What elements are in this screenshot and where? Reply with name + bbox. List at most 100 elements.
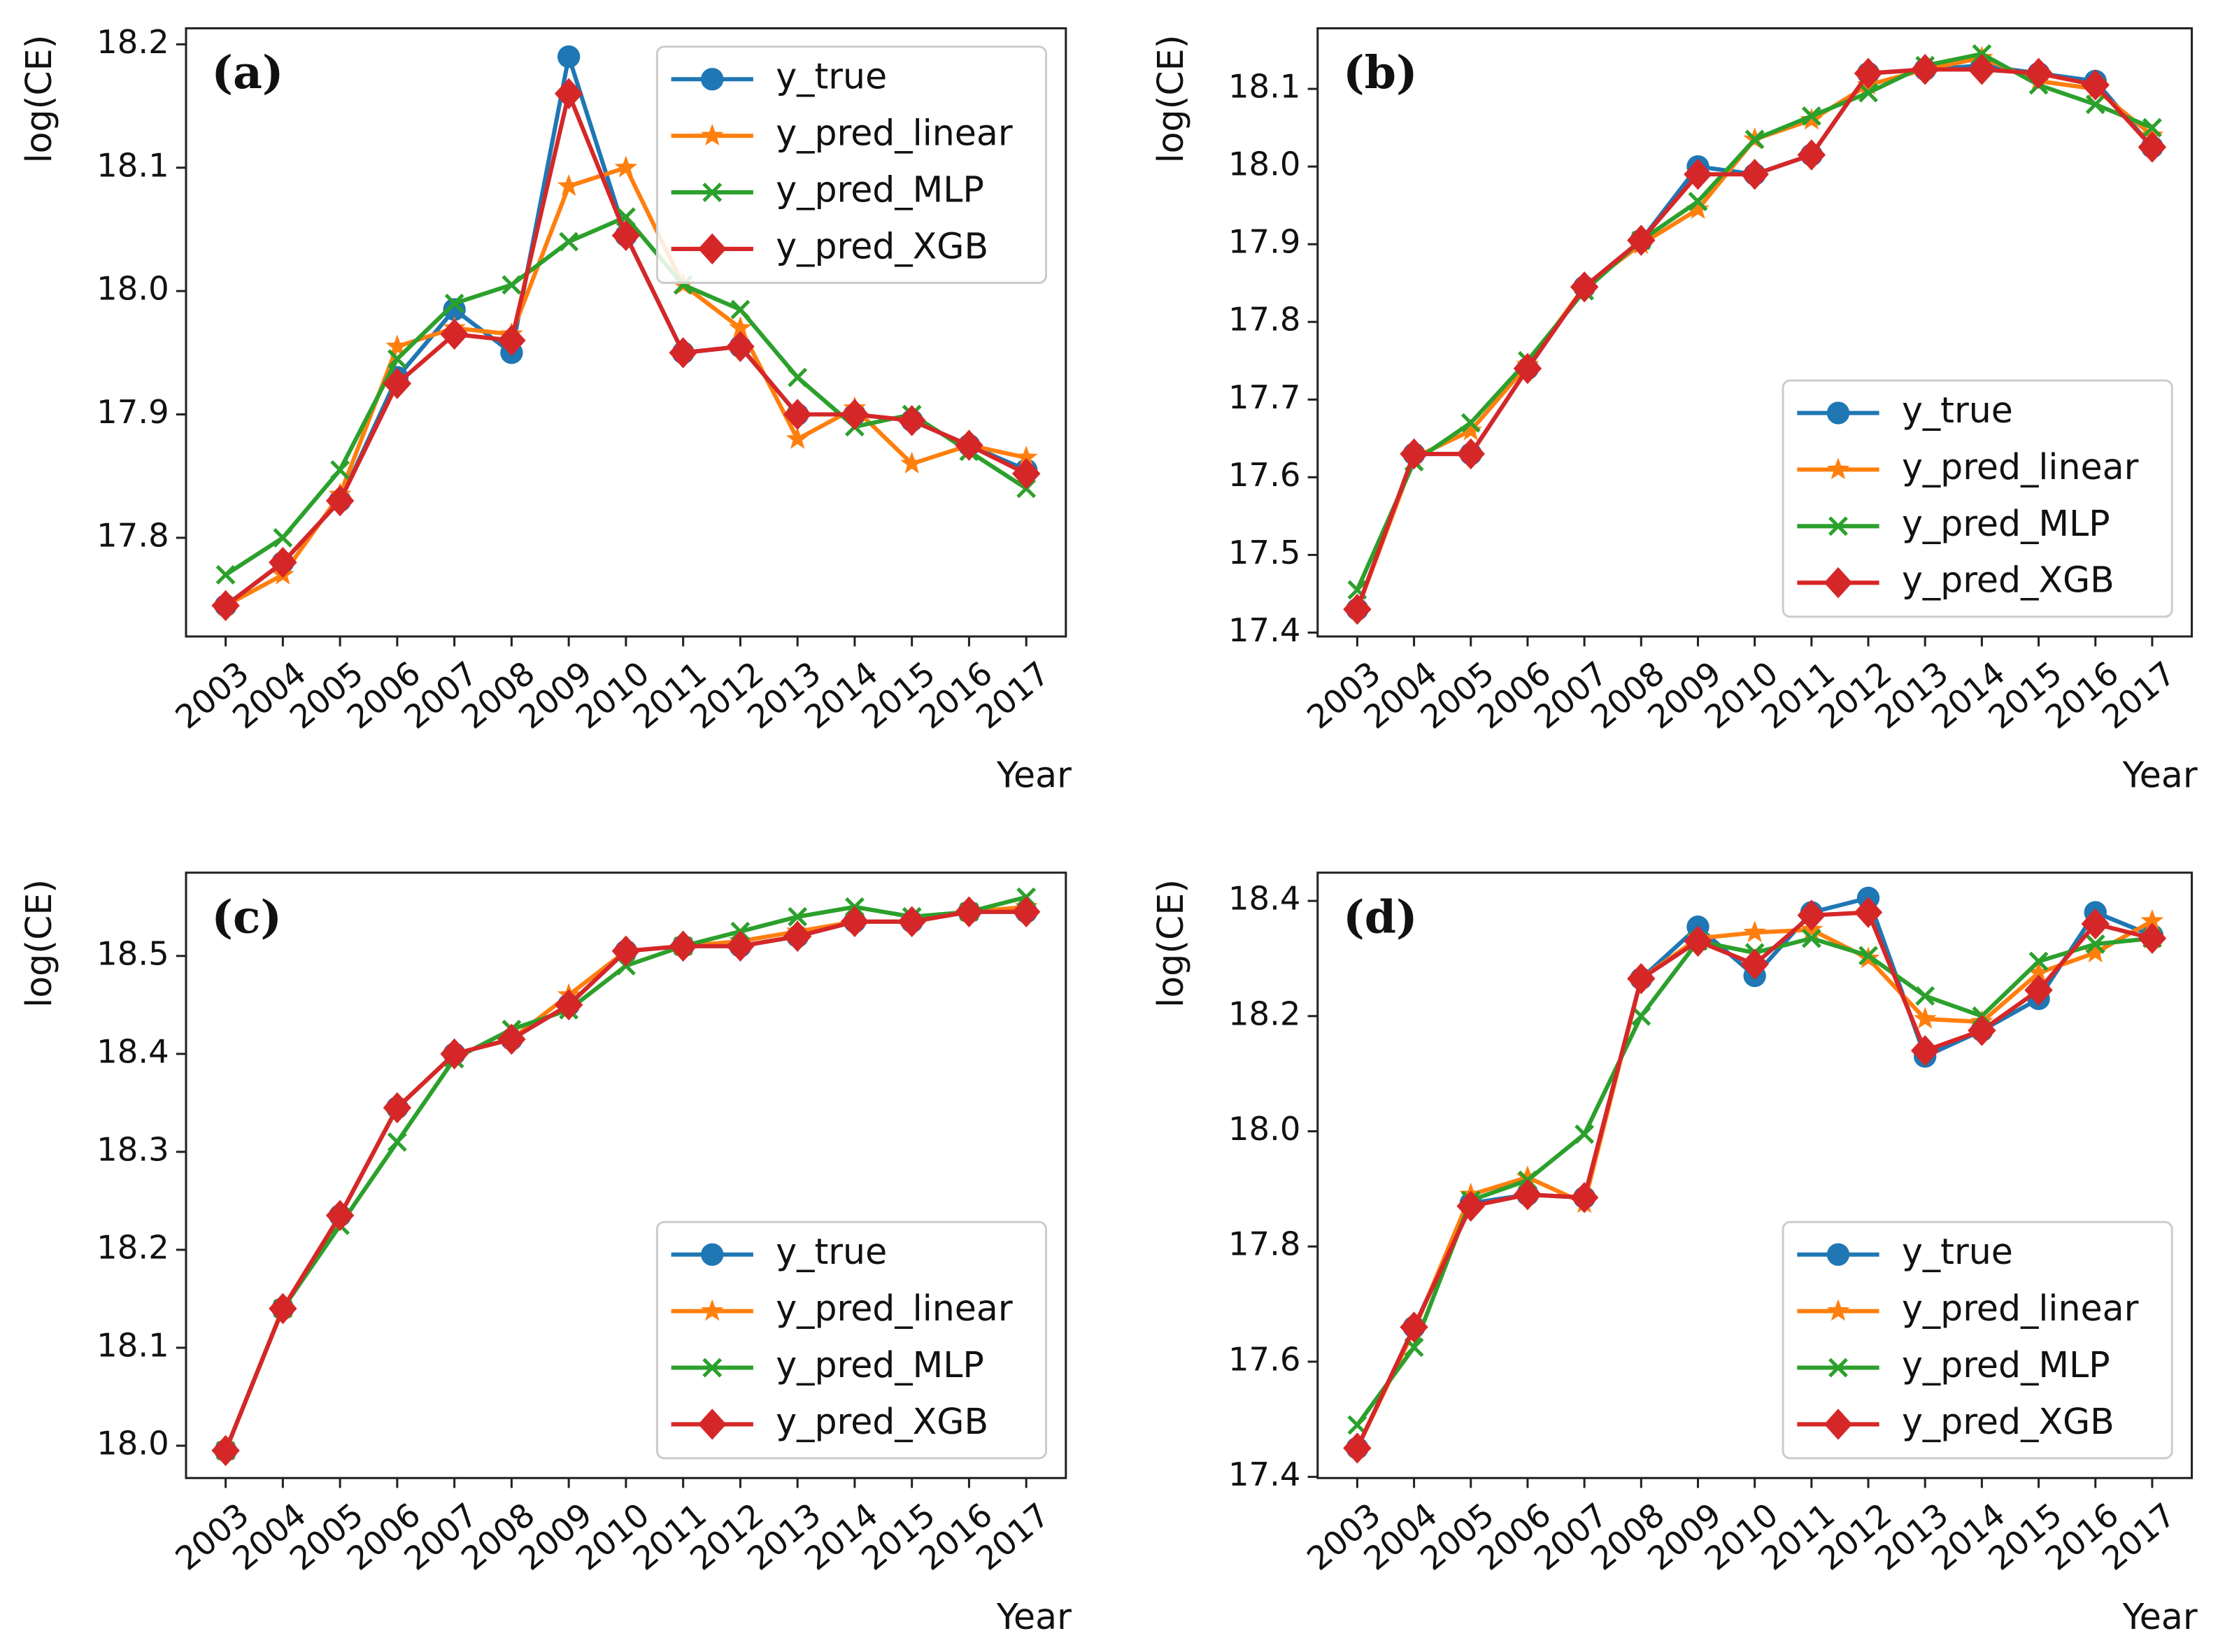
panel: 17.417.617.818.018.218.42003200420052006…	[1150, 871, 2198, 1637]
marker	[1828, 516, 1848, 536]
panel-label: (b)	[1343, 46, 1417, 99]
marker	[1570, 1181, 1599, 1213]
marker	[1858, 83, 1878, 103]
marker	[1826, 1299, 1850, 1321]
marker	[1684, 158, 1712, 190]
marker	[1513, 1179, 1542, 1211]
y-tick-label: 17.8	[1228, 301, 1301, 339]
marker	[559, 232, 579, 252]
marker	[2140, 909, 2164, 931]
x-axis-label: Year	[996, 755, 1072, 796]
marker	[1011, 896, 1041, 928]
x-axis-label: Year	[996, 1596, 1072, 1637]
marker	[2085, 94, 2105, 115]
marker	[783, 920, 812, 953]
y-tick-label: 18.3	[97, 1130, 169, 1168]
legend-label: y_pred_MLP	[776, 169, 984, 211]
y-tick-label: 17.6	[1228, 1340, 1301, 1378]
legend-label: y_pred_XGB	[1902, 560, 2114, 601]
legend-label: y_pred_linear	[776, 1288, 1013, 1329]
marker	[701, 1243, 724, 1266]
panel: 17.817.918.018.118.220032004200520062007…	[18, 23, 1072, 796]
marker	[1686, 197, 1709, 220]
marker	[730, 299, 751, 320]
marker	[1688, 192, 1708, 212]
marker	[215, 564, 236, 585]
legend-label: y_pred_linear	[1902, 446, 2139, 487]
marker	[2024, 974, 2053, 1006]
legend-label: y_pred_XGB	[1902, 1401, 2114, 1442]
marker	[1456, 438, 1485, 470]
marker	[702, 183, 723, 202]
x-axis-label: Year	[2122, 1596, 2198, 1637]
marker	[611, 935, 641, 967]
marker	[554, 78, 583, 110]
marker	[387, 349, 407, 369]
marker	[1824, 1409, 1853, 1440]
marker	[1797, 899, 1826, 931]
y-axis-label: log(CE)	[18, 35, 59, 164]
legend-label: y_pred_linear	[1902, 1288, 2139, 1329]
marker	[383, 1092, 412, 1124]
marker	[2142, 118, 2162, 138]
y-tick-label: 18.4	[1228, 880, 1301, 918]
marker	[444, 293, 464, 313]
marker	[897, 906, 926, 938]
marker	[1968, 54, 1996, 85]
marker	[701, 68, 724, 91]
y-tick-label: 17.6	[1228, 456, 1301, 494]
legend-box	[655, 1220, 1048, 1460]
marker	[1014, 446, 1038, 468]
marker	[840, 399, 869, 430]
marker	[840, 906, 869, 938]
marker	[2027, 960, 2050, 983]
marker	[726, 930, 755, 962]
legend-box	[1782, 379, 2173, 618]
marker	[669, 337, 697, 369]
panel-label: (c)	[211, 890, 282, 944]
marker	[557, 45, 581, 69]
marker	[1744, 129, 1765, 150]
panel-label: (d)	[1343, 890, 1417, 944]
x-axis-label: Year	[2122, 755, 2198, 796]
marker	[955, 896, 983, 928]
y-tick-label: 18.0	[97, 270, 169, 308]
y-tick-label: 17.9	[1228, 223, 1301, 261]
marker	[726, 331, 755, 362]
marker	[211, 590, 240, 622]
y-tick-label: 17.8	[1228, 1225, 1301, 1263]
marker	[554, 989, 583, 1021]
marker	[1574, 1124, 1595, 1144]
marker	[383, 368, 412, 399]
y-tick-label: 18.1	[97, 146, 169, 184]
marker	[788, 906, 808, 927]
marker	[325, 485, 355, 517]
marker	[269, 1293, 297, 1325]
marker	[1011, 457, 1041, 490]
marker	[669, 930, 697, 962]
marker	[1627, 225, 1656, 256]
marker	[698, 1409, 727, 1440]
marker	[2028, 951, 2049, 971]
marker	[1347, 1415, 1367, 1435]
marker	[1684, 925, 1712, 957]
legend-label: y_true	[776, 1231, 887, 1272]
legend-label: y_true	[776, 56, 887, 97]
y-tick-label: 17.9	[97, 393, 169, 431]
marker	[1343, 593, 1372, 625]
y-tick-label: 17.4	[1228, 1455, 1301, 1493]
marker	[955, 429, 983, 461]
marker	[1343, 1432, 1372, 1464]
marker	[1743, 920, 1767, 943]
y-tick-label: 18.1	[97, 1326, 169, 1364]
marker	[1627, 963, 1656, 995]
marker	[1828, 1358, 1848, 1378]
marker	[497, 1023, 526, 1055]
y-tick-label: 17.4	[1228, 611, 1301, 649]
legend-label: y_pred_XGB	[776, 1401, 988, 1442]
marker	[1800, 108, 1824, 130]
marker	[1913, 1006, 1937, 1029]
marker	[1460, 413, 1481, 433]
marker	[788, 367, 808, 387]
